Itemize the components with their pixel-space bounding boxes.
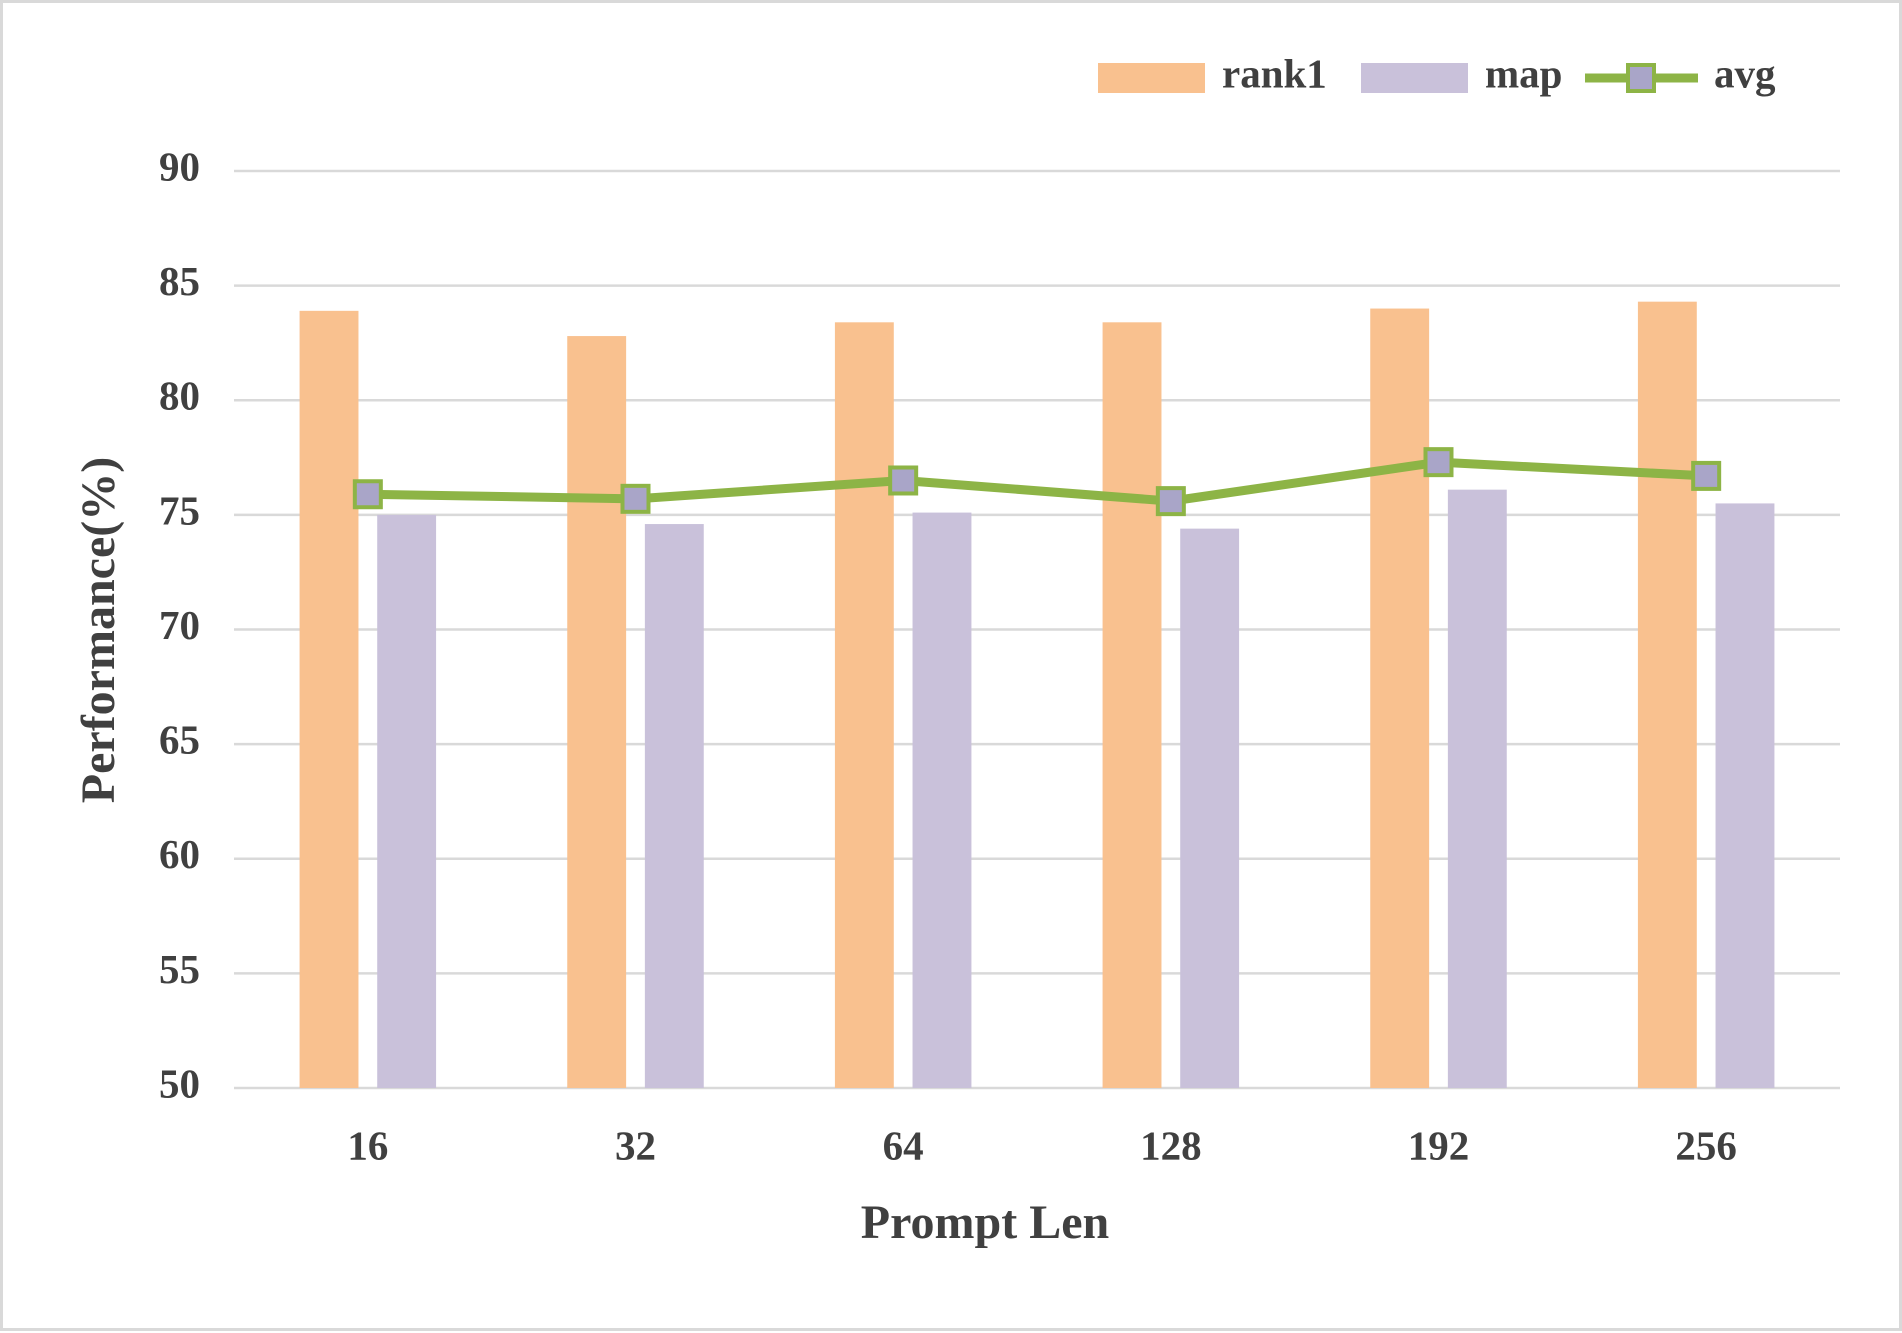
- y-tick-label: 55: [159, 946, 200, 992]
- bar: [1715, 503, 1775, 1089]
- marker: [620, 483, 651, 514]
- bar: [1447, 489, 1507, 1089]
- y-tick-label: 80: [159, 373, 200, 419]
- legend-marker: [1626, 63, 1656, 93]
- bar: [834, 322, 894, 1088]
- y-tick-label: 65: [159, 717, 200, 763]
- legend-swatch: [1361, 63, 1468, 93]
- marker: [888, 465, 919, 496]
- y-tick-label: 75: [159, 487, 200, 533]
- y-tick-label: 90: [159, 143, 200, 189]
- bar: [567, 336, 627, 1088]
- legend-label: avg: [1714, 50, 1776, 96]
- marker: [1423, 447, 1454, 478]
- x-tick-label: 128: [1140, 1122, 1202, 1168]
- x-tick-label: 192: [1408, 1122, 1470, 1168]
- x-axis-title: Prompt Len: [861, 1196, 1109, 1249]
- x-tick-label: 32: [615, 1122, 656, 1168]
- legend-label: rank1: [1222, 50, 1327, 96]
- marker: [1691, 460, 1722, 491]
- bar: [1370, 308, 1430, 1088]
- x-tick-label: 16: [347, 1122, 388, 1168]
- x-tick-label: 64: [883, 1122, 924, 1168]
- bar: [1102, 322, 1162, 1088]
- x-tick-label: 256: [1675, 1122, 1737, 1168]
- y-axis-title: Performance(%): [72, 457, 125, 803]
- legend-label: map: [1485, 50, 1562, 96]
- marker: [1155, 486, 1186, 517]
- bar: [644, 524, 704, 1088]
- y-tick-label: 85: [159, 258, 200, 304]
- legend-swatch: [1098, 63, 1205, 93]
- bar: [299, 310, 359, 1088]
- y-tick-label: 50: [159, 1060, 200, 1106]
- y-tick-label: 60: [159, 831, 200, 877]
- line: [367, 457, 1707, 506]
- bar: [1637, 301, 1697, 1088]
- y-tick-label: 70: [159, 602, 200, 648]
- marker: [352, 479, 383, 510]
- bar: [377, 514, 437, 1088]
- bar: [1180, 528, 1240, 1088]
- bar: [912, 512, 972, 1088]
